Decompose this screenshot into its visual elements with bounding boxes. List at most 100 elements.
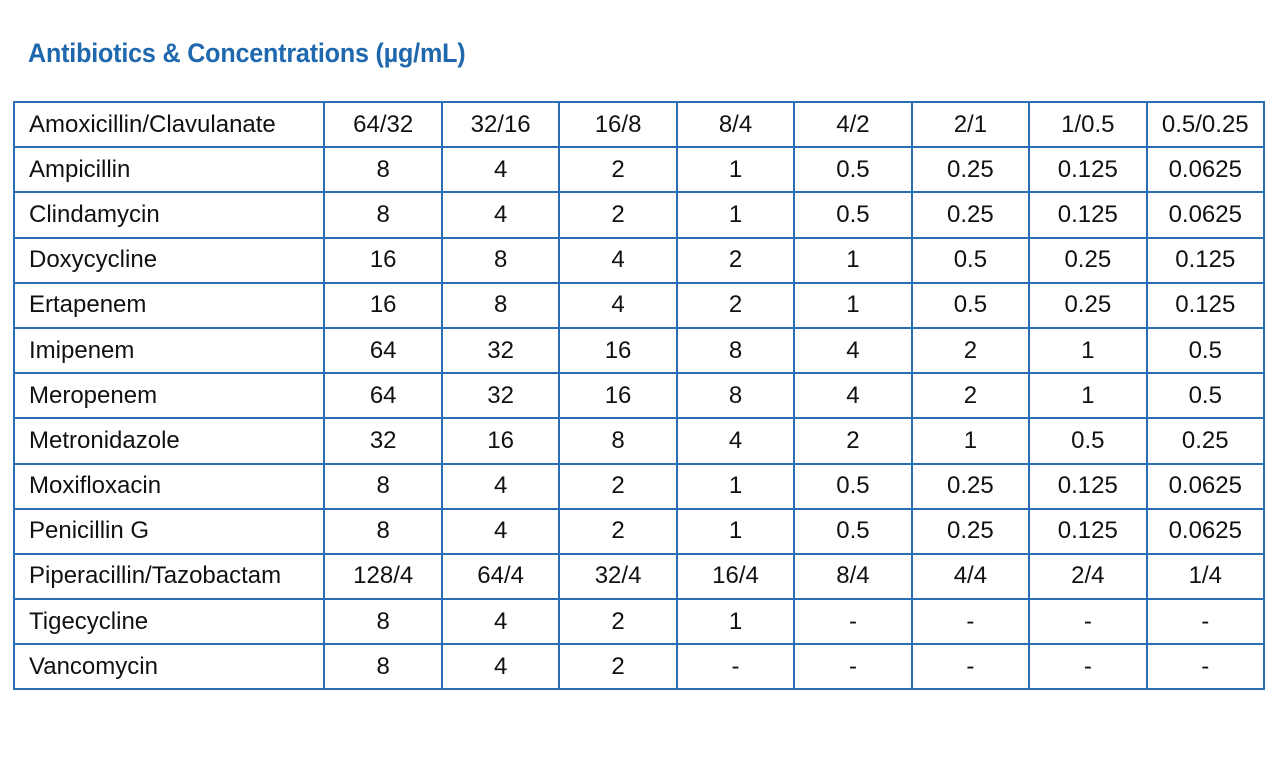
concentration-cell: 0.5 xyxy=(1145,372,1266,420)
concentration-cell: 128/4 xyxy=(323,552,443,601)
concentration-cell: 0.125 xyxy=(1028,462,1148,510)
concentration-cell: 4 xyxy=(440,643,561,691)
concentration-cell: 0.25 xyxy=(1028,281,1148,329)
antibiotic-name-cell: Doxycycline xyxy=(12,236,326,284)
antibiotic-name-cell: Amoxicillin/Clavulanate xyxy=(12,100,326,149)
table-row: Ampicillin 8 4 2 1 0.5 0.25 0.125 0.0625 xyxy=(12,146,1266,194)
concentration-cell: 8 xyxy=(323,643,443,691)
concentration-cell: 4 xyxy=(793,326,913,375)
table-row: Imipenem 64 32 16 8 4 2 1 0.5 xyxy=(12,326,1266,375)
concentration-cell: - xyxy=(793,643,913,691)
concentration-cell: - xyxy=(1145,643,1266,691)
concentration-cell: 32/16 xyxy=(440,100,561,149)
concentration-cell: 0.25 xyxy=(910,507,1031,555)
concentration-cell: - xyxy=(675,643,796,691)
concentration-cell: 4 xyxy=(440,507,561,555)
concentration-cell: 1 xyxy=(1028,326,1148,375)
concentration-cell: 4 xyxy=(440,598,561,646)
antibiotic-name-cell: Piperacillin/Tazobactam xyxy=(12,552,326,601)
antibiotic-name-cell: Moxifloxacin xyxy=(12,462,326,510)
concentration-cell: 2 xyxy=(558,462,678,510)
concentration-cell: 8 xyxy=(440,236,561,284)
concentration-cell: 2 xyxy=(675,281,796,329)
concentration-cell: 32/4 xyxy=(558,552,678,601)
concentration-cell: 0.25 xyxy=(910,146,1031,194)
concentration-cell: 0.0625 xyxy=(1145,146,1266,194)
concentration-cell: 2/4 xyxy=(1028,552,1148,601)
concentration-cell: 2 xyxy=(558,191,678,239)
concentration-cell: 4 xyxy=(440,191,561,239)
concentration-cell: 0.0625 xyxy=(1145,462,1266,510)
concentration-cell: 1/4 xyxy=(1145,552,1266,601)
concentration-cell: 32 xyxy=(440,372,561,420)
antibiotic-name-cell: Vancomycin xyxy=(12,643,326,691)
concentration-cell: 2/1 xyxy=(910,100,1031,149)
concentration-cell: 64 xyxy=(323,326,443,375)
concentration-cell: 4/4 xyxy=(910,552,1031,601)
concentration-cell: 2 xyxy=(910,372,1031,420)
concentration-cell: 8 xyxy=(323,146,443,194)
concentration-cell: 8 xyxy=(323,507,443,555)
antibiotic-name-cell: Metronidazole xyxy=(12,417,326,465)
table-body: Amoxicillin/Clavulanate 64/32 32/16 16/8 8/4… xyxy=(12,100,1266,691)
concentration-cell: 2 xyxy=(558,507,678,555)
concentration-cell: 1 xyxy=(793,236,913,284)
antibiotic-name-cell: Imipenem xyxy=(12,326,326,375)
table-row: Amoxicillin/Clavulanate 64/32 32/16 16/8 8/4… xyxy=(12,100,1266,149)
concentration-cell: 0.5 xyxy=(793,146,913,194)
concentration-cell: - xyxy=(910,598,1031,646)
concentration-cell: 8 xyxy=(323,462,443,510)
table-row: Ertapenem 16 8 4 2 1 0.5 0.25 0.125 xyxy=(12,281,1266,329)
antibiotic-name-cell: Penicillin G xyxy=(12,507,326,555)
concentration-cell: 1 xyxy=(910,417,1031,465)
concentration-cell: 0.5/0.25 xyxy=(1145,100,1266,149)
concentration-cell: 8 xyxy=(440,281,561,329)
concentration-cell: 0.125 xyxy=(1028,507,1148,555)
concentration-cell: 1 xyxy=(675,598,796,646)
concentration-cell: 64/4 xyxy=(440,552,561,601)
concentration-cell: 8/4 xyxy=(675,100,796,149)
concentration-cell: 8/4 xyxy=(793,552,913,601)
concentration-cell: 0.125 xyxy=(1028,191,1148,239)
concentration-cell: 4 xyxy=(558,236,678,284)
concentration-cell: 16 xyxy=(558,372,678,420)
concentration-cell: 2 xyxy=(793,417,913,465)
concentration-cell: 16/8 xyxy=(558,100,678,149)
table-row: Moxifloxacin 8 4 2 1 0.5 0.25 0.125 0.0625 xyxy=(12,462,1266,510)
concentration-cell: 1 xyxy=(675,191,796,239)
concentration-cell: 2 xyxy=(558,598,678,646)
concentration-cell: - xyxy=(1145,598,1266,646)
concentration-cell: 1/0.5 xyxy=(1028,100,1148,149)
concentration-cell: 2 xyxy=(910,326,1031,375)
concentration-cell: 1 xyxy=(675,462,796,510)
antibiotic-name-cell: Meropenem xyxy=(12,372,326,420)
concentration-cell: 64 xyxy=(323,372,443,420)
concentration-cell: 16 xyxy=(323,281,443,329)
concentration-cell: 1 xyxy=(675,146,796,194)
concentration-cell: 8 xyxy=(675,326,796,375)
table-row: Vancomycin 8 4 2- - - - - xyxy=(12,643,1266,691)
concentration-cell: 0.25 xyxy=(910,191,1031,239)
concentration-cell: 0.5 xyxy=(1145,326,1266,375)
concentration-cell: 0.5 xyxy=(793,462,913,510)
concentration-cell: 4 xyxy=(793,372,913,420)
concentration-cell: 0.125 xyxy=(1145,281,1266,329)
concentration-cell: 0.0625 xyxy=(1145,507,1266,555)
table-row: Piperacillin/Tazobactam 128/4 64/4 32/4 16/4… xyxy=(12,552,1266,601)
concentration-cell: 16/4 xyxy=(675,552,796,601)
concentration-cell: 8 xyxy=(675,372,796,420)
table-row: Clindamycin 8 4 2 1 0.5 0.25 0.125 0.0625 xyxy=(12,191,1266,239)
concentration-cell: 0.5 xyxy=(793,507,913,555)
concentration-cell: 0.25 xyxy=(1028,236,1148,284)
concentration-cell: 1 xyxy=(793,281,913,329)
concentration-cell: 4 xyxy=(440,146,561,194)
concentration-cell: 0.5 xyxy=(910,281,1031,329)
concentration-cell: 32 xyxy=(440,326,561,375)
concentration-cell: 0.125 xyxy=(1028,146,1148,194)
concentration-cell: 2 xyxy=(558,146,678,194)
concentration-cell: - xyxy=(1028,598,1148,646)
concentration-cell: 4/2 xyxy=(793,100,913,149)
concentration-cell: 4 xyxy=(440,462,561,510)
concentration-cell: 16 xyxy=(323,236,443,284)
concentration-cell: - xyxy=(793,598,913,646)
